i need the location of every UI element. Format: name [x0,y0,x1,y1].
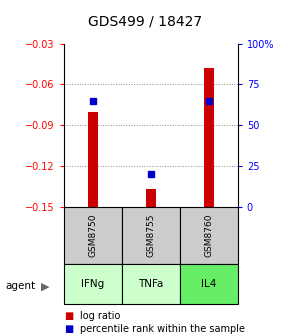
Text: ■: ■ [64,311,73,321]
Text: log ratio: log ratio [80,311,120,321]
Bar [122,207,180,264]
Bar [146,189,156,207]
Bar [180,207,238,264]
Bar [122,264,180,304]
Text: TNFa: TNFa [138,279,164,289]
Text: ■: ■ [64,324,73,334]
Bar [88,112,98,207]
Text: agent: agent [6,281,36,291]
Text: GSM8750: GSM8750 [88,213,97,257]
Text: ▶: ▶ [41,281,49,291]
Text: GSM8755: GSM8755 [146,213,155,257]
Bar [204,68,214,207]
Text: percentile rank within the sample: percentile rank within the sample [80,324,245,334]
Bar [64,207,122,264]
Text: GDS499 / 18427: GDS499 / 18427 [88,15,202,29]
Text: IFNg: IFNg [81,279,104,289]
Text: IL4: IL4 [201,279,217,289]
Bar [64,264,122,304]
Bar [180,264,238,304]
Text: GSM8760: GSM8760 [204,213,213,257]
